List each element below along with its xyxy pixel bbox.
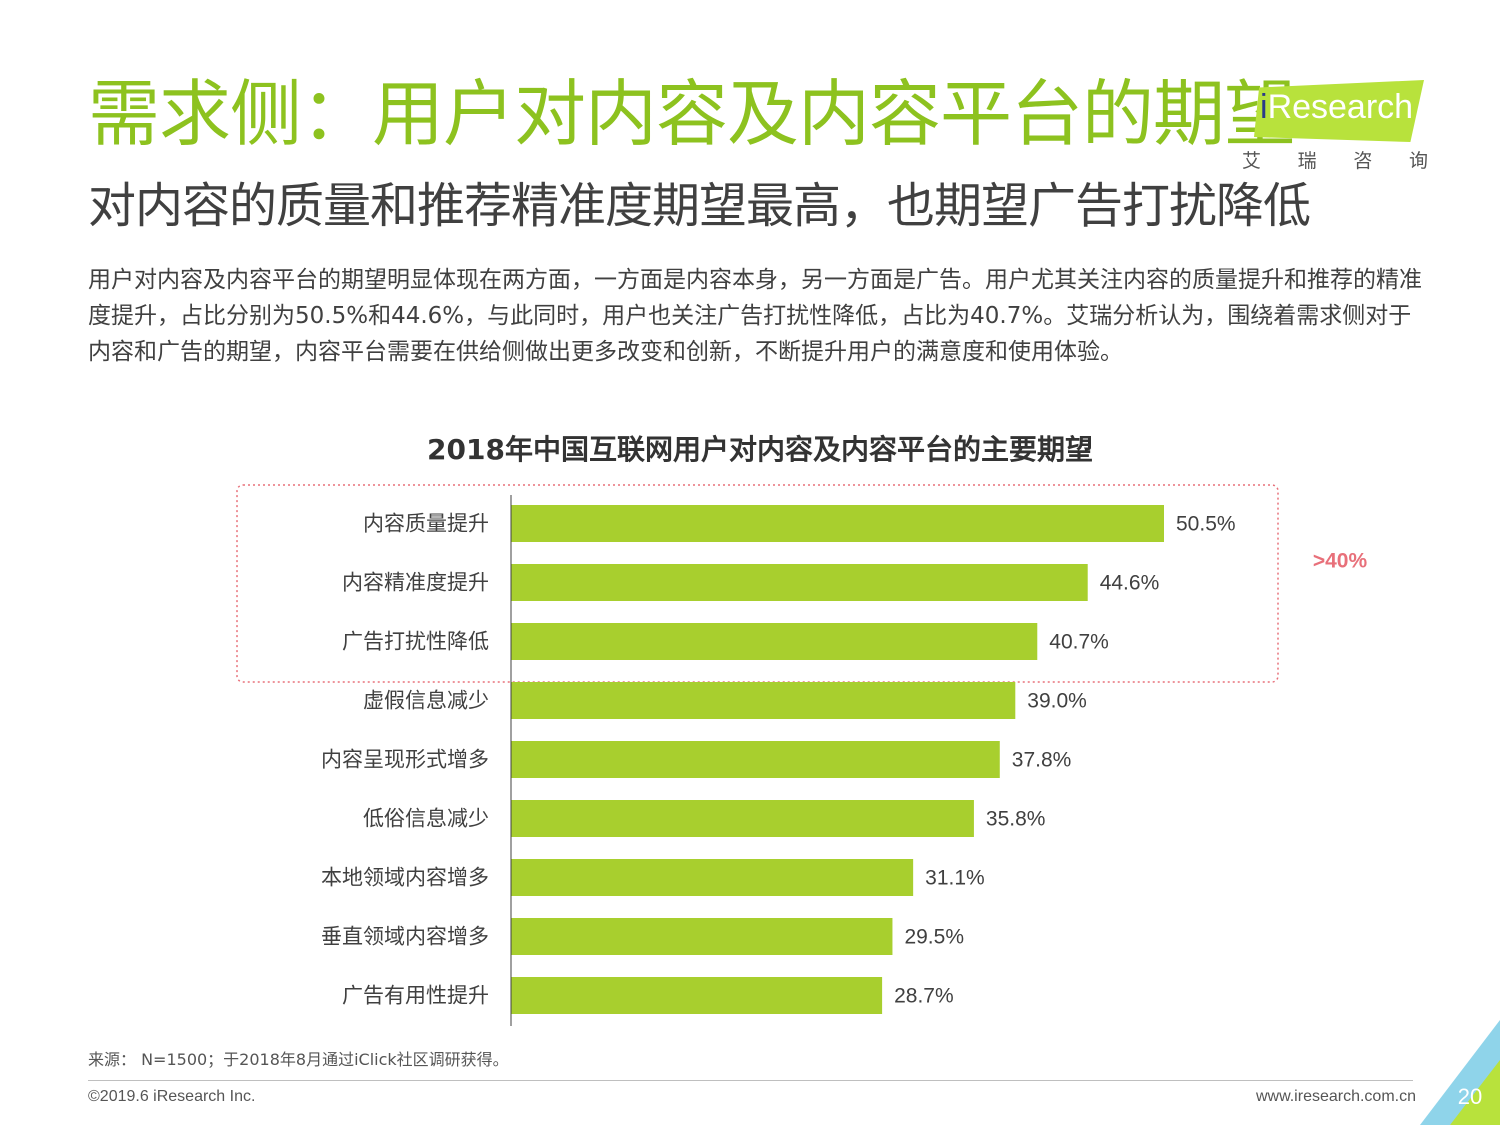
corner-decoration: [1420, 1020, 1500, 1125]
copyright: ©2019.6 iResearch Inc.: [88, 1088, 256, 1105]
category-label: 广告有用性提升: [342, 984, 489, 1008]
page-subtitle: 对内容的质量和推荐精准度期望最高，也期望广告打扰降低: [88, 178, 1311, 234]
footer-divider: [88, 1080, 1413, 1081]
bar: [511, 682, 1016, 719]
value-label: 29.5%: [904, 926, 964, 949]
category-label: 内容精准度提升: [342, 571, 489, 595]
bar: [511, 859, 914, 896]
category-label: 广告打扰性降低: [342, 630, 489, 654]
value-label: 40.7%: [1049, 631, 1109, 654]
value-label: 31.1%: [925, 867, 985, 890]
bar: [511, 800, 974, 837]
bar: [511, 505, 1164, 542]
website-link[interactable]: www.iresearch.com.cn: [1255, 1088, 1416, 1105]
value-label: 37.8%: [1012, 749, 1072, 772]
category-label: 内容质量提升: [363, 512, 489, 536]
value-label: 44.6%: [1100, 572, 1160, 595]
logo-text: iResearch: [1260, 88, 1414, 126]
category-label: 内容呈现形式增多: [321, 748, 489, 772]
bar: [511, 918, 893, 955]
page-title: 需求侧：用户对内容及内容平台的期望: [88, 72, 1296, 156]
value-label: 28.7%: [894, 985, 954, 1008]
chart-title: 2018年中国互联网用户对内容及内容平台的主要期望: [427, 433, 1093, 466]
description-paragraph: 用户对内容及内容平台的期望明显体现在两方面，一方面是内容本身，另一方面是广告。用…: [88, 267, 1422, 365]
value-label: 35.8%: [986, 808, 1046, 831]
category-label: 垂直领域内容增多: [321, 925, 489, 949]
iresearch-logo: iResearch 艾 瑞 咨 询: [1238, 80, 1428, 172]
page-number: 20: [1457, 1084, 1483, 1109]
category-label: 本地领域内容增多: [321, 866, 489, 890]
category-label: 低俗信息减少: [363, 807, 489, 831]
bar: [511, 741, 1000, 778]
source-note: 来源： N=1500；于2018年8月通过iClick社区调研获得。: [88, 1050, 509, 1069]
logo-banner: iResearch: [1254, 80, 1424, 142]
category-label: 虚假信息减少: [363, 689, 489, 713]
value-label: 50.5%: [1176, 513, 1236, 536]
bar: [511, 564, 1088, 601]
bar: [511, 623, 1038, 660]
highlight-label: >40%: [1313, 550, 1368, 573]
value-label: 39.0%: [1027, 690, 1087, 713]
logo-chinese-name: 艾 瑞 咨 询: [1242, 150, 1428, 172]
bar: [511, 977, 883, 1014]
